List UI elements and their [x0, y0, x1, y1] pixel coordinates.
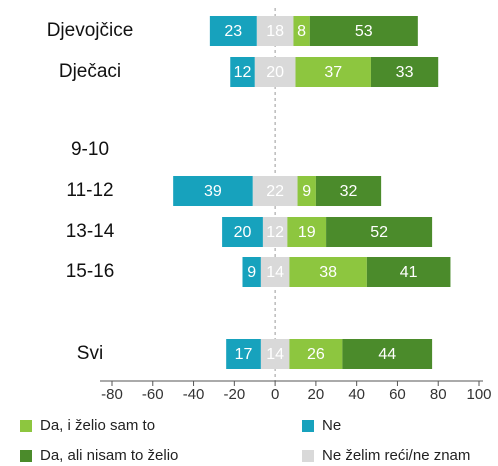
value-label: 8 — [297, 23, 306, 40]
bar-segment — [260, 257, 290, 287]
bar-segment — [173, 176, 253, 206]
value-label: 38 — [319, 264, 337, 281]
value-label: 14 — [266, 346, 284, 363]
category-label: 15-16 — [66, 261, 115, 282]
value-label: 14 — [266, 264, 284, 281]
value-label: 12 — [266, 224, 284, 241]
bar-segment — [222, 217, 263, 247]
value-label: 18 — [266, 23, 284, 40]
category-label: 9-10 — [71, 139, 109, 160]
bar-segment — [370, 57, 439, 87]
bar-segment — [242, 257, 261, 287]
bar-segment — [287, 217, 327, 247]
value-label: 44 — [378, 346, 396, 363]
value-label: 20 — [266, 64, 284, 81]
bar-segment — [230, 57, 255, 87]
bar-segment — [289, 257, 367, 287]
value-label: 41 — [400, 264, 418, 281]
bar-segment — [226, 339, 261, 369]
category-label: 11-12 — [66, 180, 113, 201]
x-tick-label: 100 — [466, 386, 491, 403]
bar-segment — [254, 57, 296, 87]
value-label: 23 — [224, 23, 242, 40]
value-label: 19 — [298, 224, 316, 241]
bar-segment — [262, 217, 288, 247]
value-label: 12 — [234, 64, 252, 81]
value-label: 53 — [355, 23, 373, 40]
category-label: Svi — [77, 343, 103, 364]
value-label: 26 — [307, 346, 325, 363]
bar-segment — [342, 339, 433, 369]
x-tick-label: -40 — [183, 386, 205, 403]
value-label: 39 — [204, 183, 222, 200]
bar-segment — [295, 57, 371, 87]
category-label: Djevojčice — [47, 20, 134, 41]
legend-label: Da, i želio sam to — [40, 417, 155, 434]
category-label: 13-14 — [66, 221, 115, 242]
value-label: 33 — [396, 64, 414, 81]
bar-segment — [315, 176, 382, 206]
legend-swatch — [302, 420, 314, 432]
legend-label: Ne — [322, 417, 341, 434]
x-tick-label: 40 — [348, 386, 365, 403]
bar-segment — [209, 16, 257, 46]
bar-segment — [326, 217, 433, 247]
x-tick-label: 20 — [308, 386, 325, 403]
x-tick-label: 0 — [271, 386, 279, 403]
value-label: 9 — [302, 183, 311, 200]
x-tick-label: 80 — [430, 386, 447, 403]
value-label: 37 — [324, 64, 342, 81]
legend-swatch — [20, 420, 32, 432]
x-tick-label: -80 — [101, 386, 123, 403]
x-tick-label: -60 — [142, 386, 164, 403]
value-label: 32 — [340, 183, 358, 200]
bar-segment — [260, 339, 290, 369]
bar-segment — [252, 176, 298, 206]
bar-segment — [309, 16, 418, 46]
legend-swatch — [302, 450, 314, 462]
value-label: 22 — [266, 183, 284, 200]
x-tick-label: -20 — [223, 386, 245, 403]
bar-segment — [293, 16, 310, 46]
bar-segment — [297, 176, 316, 206]
bar-segment — [289, 339, 343, 369]
value-label: 17 — [235, 346, 253, 363]
value-label: 52 — [370, 224, 388, 241]
legend-label: Da, ali nisam to želio — [40, 447, 178, 464]
value-label: 9 — [247, 264, 256, 281]
value-label: 20 — [234, 224, 252, 241]
legend-label: Ne želim reći/ne znam — [322, 447, 470, 464]
bar-segment — [366, 257, 451, 287]
legend-swatch — [20, 450, 32, 462]
bar-segment — [256, 16, 294, 46]
x-tick-label: 60 — [389, 386, 406, 403]
category-label: Dječaci — [59, 61, 121, 82]
